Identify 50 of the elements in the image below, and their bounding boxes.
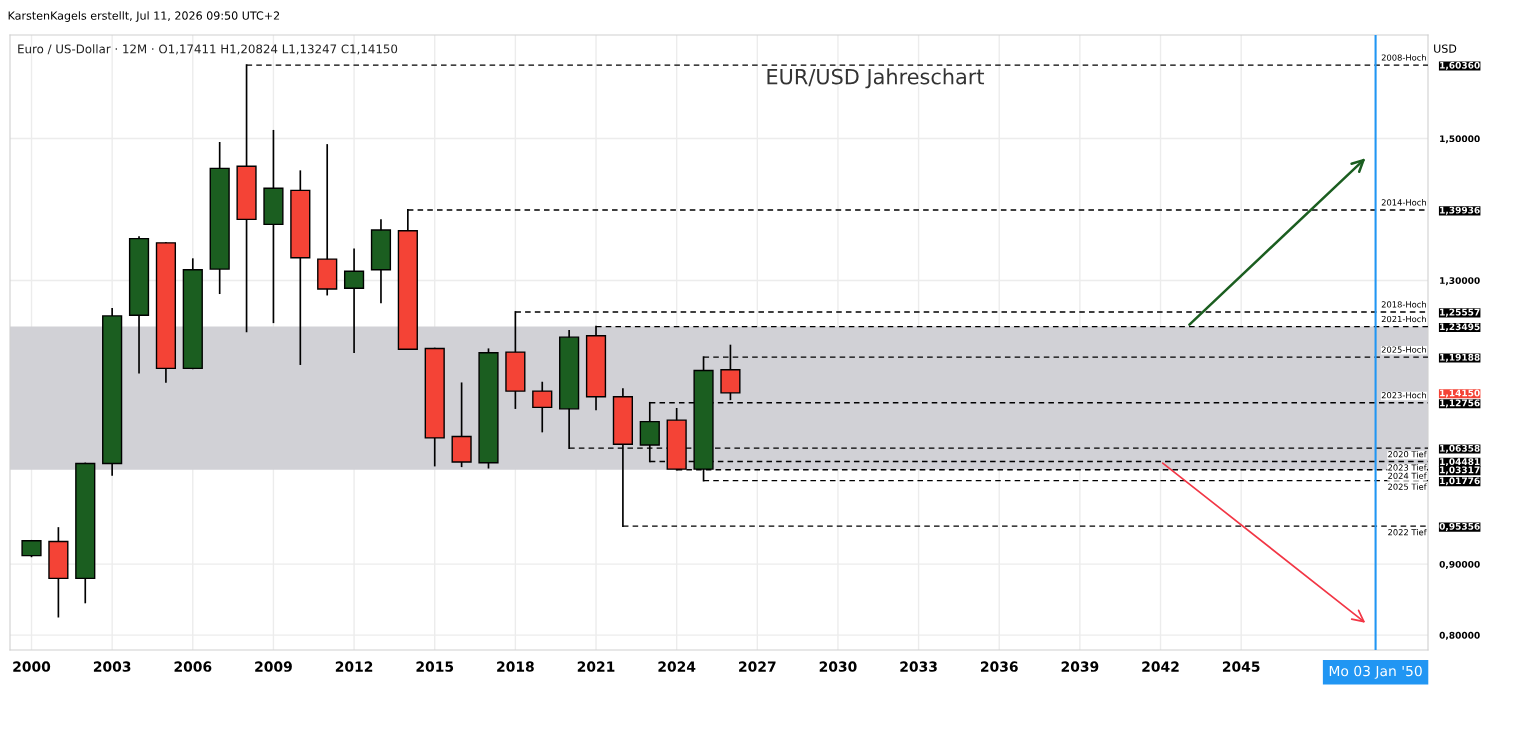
y-tick-label: 1,30000 (1440, 277, 1480, 286)
x-tick-label: 2018 (497, 661, 534, 672)
x-tick-label: 2030 (819, 661, 857, 672)
x-tick-label: 2033 (900, 661, 937, 672)
text: EUR/USD Jahreschart (767, 68, 985, 89)
y-tick-label: 1,39936 (1440, 206, 1480, 215)
x-tick-label: 2036 (981, 661, 1018, 672)
y-tick-label: 1,19188 (1440, 353, 1480, 362)
ref-line-label: 2022 Tief (1388, 528, 1427, 536)
text: KarstenKagels erstellt, Jul 11, 2026 09:50 UTC+2 (8, 11, 280, 22)
y-tick-label: 0,95356 (1439, 522, 1480, 531)
ref-line-label: 2018-Hoch (1381, 301, 1426, 308)
y-tick-label: 1,50000 (1440, 135, 1480, 144)
ref-line-label: 2008-Hoch (1381, 54, 1426, 61)
x-tick-label: 2003 (93, 661, 131, 672)
ref-line-label: 2025 Tief (1388, 483, 1427, 490)
ref-line-label: 2021-Hoch (1381, 315, 1426, 323)
y-tick-label: 1,60360 (1440, 61, 1480, 70)
x-tick-label: 2000 (13, 661, 51, 672)
candlestick (343, 248, 365, 353)
y-tick-label: 1,01776 (1440, 477, 1480, 486)
x-tick-label: 2012 (335, 661, 373, 672)
text: Euro / US-Dollar · 12M · O1,17411 H1,20824 L1,13247 C1,14150 (18, 44, 398, 55)
y-tick-label: 1,06358 (1440, 444, 1480, 453)
x-tick-label: 2015 (416, 661, 454, 672)
x-tick-label: 2009 (255, 661, 292, 672)
y-tick-label: 1,14150 (1440, 389, 1480, 398)
y-tick-label: 1,03317 (1440, 466, 1480, 475)
ref-line-label: Mo 03 Jan '50 (1329, 665, 1422, 679)
x-tick-label: 2006 (174, 661, 212, 672)
ref-line-label: 2014-Hoch (1381, 199, 1426, 206)
x-tick-label: 2045 (1222, 661, 1260, 672)
candlestick (532, 381, 553, 433)
ref-line-label: 2020 Tief (1388, 450, 1427, 458)
y-tick-label: 1,12756 (1440, 399, 1480, 408)
y-tick-label: 0,90000 (1439, 560, 1480, 569)
ref-line-label: 2023-Hoch (1381, 391, 1426, 399)
x-tick-label: 2027 (739, 661, 776, 672)
ref-line-label: 2025-Hoch (1381, 346, 1426, 353)
x-tick-label: 2042 (1142, 661, 1179, 672)
x-tick-label: 2039 (1061, 661, 1099, 672)
y-axis-title: USD (1434, 44, 1457, 53)
ref-line-label: 2024 Tief (1388, 472, 1427, 479)
y-tick-label: 0,80000 (1439, 631, 1480, 640)
y-tick-label: 1,04481 (1440, 458, 1480, 467)
ref-line-label: 2023 Tief (1388, 464, 1427, 471)
x-tick-label: 2024 (658, 661, 696, 672)
y-tick-label: 1,25557 (1440, 308, 1480, 317)
x-tick-label: 2021 (577, 661, 615, 672)
y-tick-label: 1,23495 (1440, 323, 1480, 332)
